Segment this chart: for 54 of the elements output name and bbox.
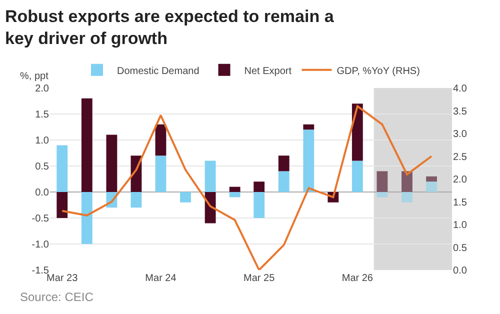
bar bbox=[426, 176, 437, 182]
bar bbox=[352, 160, 363, 192]
chart-title: Robust exports are expected to remain a key driver of growth bbox=[5, 6, 334, 48]
bar bbox=[278, 156, 290, 172]
y2-tick-label: 3.5 bbox=[453, 106, 468, 118]
y2-tick-label: 2.5 bbox=[453, 152, 468, 163]
bar bbox=[376, 171, 388, 192]
bar bbox=[376, 192, 388, 198]
bar bbox=[180, 192, 191, 202]
bar bbox=[155, 124, 166, 156]
y2-tick-label: 2.0 bbox=[453, 174, 468, 186]
legend-label: Net Export bbox=[244, 66, 292, 77]
x-tick-label: Mar 25 bbox=[244, 273, 276, 284]
bar bbox=[303, 124, 314, 130]
y-tick-label: 2.0 bbox=[35, 84, 50, 94]
bar bbox=[426, 182, 437, 192]
bar bbox=[278, 171, 290, 192]
x-tick-label: Mar 23 bbox=[46, 273, 78, 284]
y-axis-title: %, ppt bbox=[20, 71, 49, 82]
y2-tick-label: 1.5 bbox=[453, 197, 468, 208]
bar bbox=[254, 192, 265, 218]
y-tick-label: -1.0 bbox=[32, 240, 50, 250]
bar bbox=[81, 98, 92, 192]
y-tick-label: 1.0 bbox=[35, 136, 50, 146]
bar bbox=[130, 192, 142, 208]
line-series bbox=[61, 105, 433, 270]
bar bbox=[56, 145, 68, 192]
y2-tick-label: 0.5 bbox=[453, 242, 468, 254]
bar bbox=[303, 130, 314, 192]
bar bbox=[254, 182, 265, 192]
bar bbox=[229, 186, 240, 192]
y2-tick-label: 3.0 bbox=[453, 129, 468, 140]
bar bbox=[402, 192, 412, 202]
y2-tick-label: 0.0 bbox=[453, 266, 468, 276]
x-tick-label: Mar 26 bbox=[342, 273, 374, 284]
y-tick-label: 0.0 bbox=[35, 188, 50, 198]
bar bbox=[106, 134, 118, 192]
y2-tick-label: 1.0 bbox=[453, 220, 468, 231]
legend-label: Domestic Demand bbox=[117, 66, 200, 77]
source-note: Source: CEIC bbox=[20, 290, 94, 304]
x-tick-label: Mar 24 bbox=[145, 273, 177, 284]
y2-tick-label: 4.0 bbox=[453, 84, 468, 94]
y-tick-label: -0.5 bbox=[32, 214, 50, 224]
bar bbox=[402, 171, 412, 192]
bar bbox=[81, 192, 92, 244]
bar bbox=[204, 160, 216, 192]
bar bbox=[204, 192, 216, 224]
bar bbox=[229, 192, 240, 198]
legend-label: GDP, %YoY (RHS) bbox=[336, 66, 420, 77]
bar bbox=[352, 104, 363, 161]
y-tick-label: 1.5 bbox=[35, 110, 50, 120]
y-tick-label: 0.5 bbox=[35, 162, 50, 172]
bar bbox=[56, 192, 68, 218]
bar bbox=[155, 156, 166, 192]
